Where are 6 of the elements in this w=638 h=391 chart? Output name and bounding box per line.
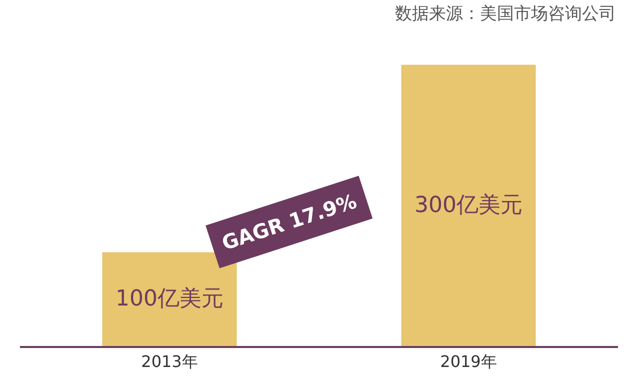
data-label: 300亿美元: [414, 192, 523, 218]
x-tick-label: 2013年: [141, 352, 198, 372]
annotation: GAGR 17.9%: [218, 188, 360, 256]
source-note: 数据来源：美国市场咨询公司: [395, 4, 616, 24]
x-tick-label: 2019年: [440, 352, 497, 372]
data-label: 100亿美元: [116, 286, 224, 312]
